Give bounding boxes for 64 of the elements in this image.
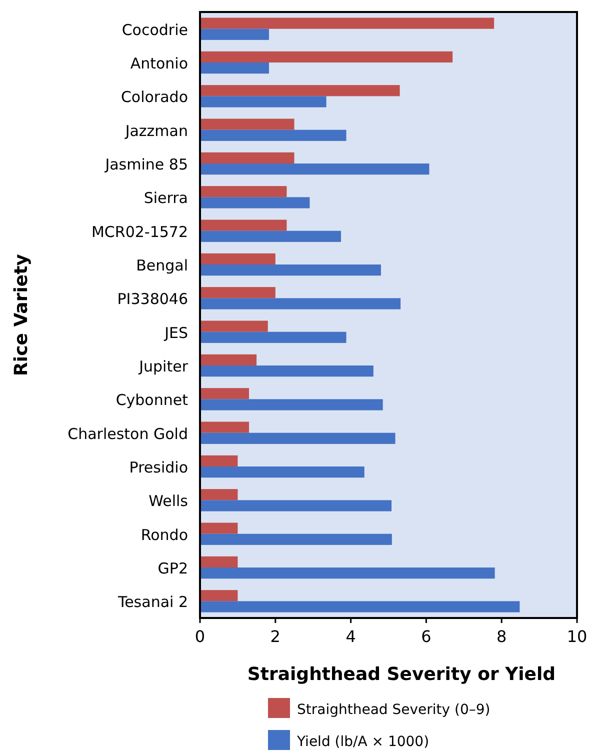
x-tick-label: 8 <box>496 627 507 646</box>
bar <box>200 62 269 74</box>
x-tick-label: 4 <box>346 627 356 646</box>
y-tick-label: Cocodrie <box>122 20 188 39</box>
y-tick-label: Bengal <box>136 256 188 274</box>
bar <box>200 556 238 568</box>
bar <box>200 455 238 466</box>
bar <box>200 354 257 366</box>
y-tick-label: JES <box>164 324 188 342</box>
y-tick-label: Colorado <box>120 88 188 106</box>
bar <box>200 96 326 108</box>
bar <box>200 18 494 29</box>
bar <box>200 152 294 164</box>
bar <box>200 118 294 130</box>
y-tick-label: Cybonnet <box>116 391 188 410</box>
x-tick-label: 2 <box>270 627 280 646</box>
bar <box>200 51 453 62</box>
y-tick-label: MCR02-1572 <box>91 222 188 241</box>
x-tick-label: 6 <box>421 627 432 646</box>
y-tick-label: Antonio <box>130 54 188 72</box>
y-tick-label: Rondo <box>140 526 188 544</box>
y-tick-label: Jupiter <box>138 358 189 376</box>
y-axis-title: Rice Variety <box>11 254 32 376</box>
bar <box>200 320 268 332</box>
bar <box>200 28 269 40</box>
bar <box>200 298 401 310</box>
bar <box>200 601 520 612</box>
x-tick-label: 10 <box>566 627 588 646</box>
bar <box>200 332 346 343</box>
bar <box>200 590 238 602</box>
y-tick-label: PI338046 <box>117 290 188 308</box>
x-tick-label: 0 <box>194 627 206 646</box>
bar <box>200 197 310 208</box>
legend-label: Straighthead Severity (0–9) <box>297 702 490 718</box>
bar <box>200 287 276 298</box>
bar <box>200 230 341 242</box>
y-tick-label: Jasmine 85 <box>104 156 188 174</box>
bar <box>200 164 430 175</box>
bar <box>200 422 250 433</box>
bar <box>200 220 287 231</box>
legend-label: Yield (lb/A × 1000) <box>296 734 430 750</box>
bar <box>200 568 495 579</box>
bar <box>200 399 383 410</box>
bar <box>200 264 381 276</box>
bar <box>200 366 374 377</box>
y-tick-label: Charleston Gold <box>68 424 188 443</box>
y-tick-label: Presidio <box>129 458 188 476</box>
y-tick-label: GP2 <box>158 560 188 578</box>
y-tick-label: Jazzman <box>124 122 188 140</box>
bar <box>200 388 250 400</box>
bar <box>200 130 346 141</box>
y-tick-label: Sierra <box>144 189 188 208</box>
bar <box>200 489 238 500</box>
bar <box>200 466 364 478</box>
y-tick-label: Tesanai 2 <box>116 593 188 612</box>
bar <box>200 522 238 534</box>
bar <box>200 253 276 264</box>
bar <box>200 85 400 96</box>
y-tick-label: Wells <box>148 492 188 510</box>
bar <box>200 186 287 198</box>
bar <box>200 500 392 512</box>
x-axis-title: Straighthead Severity or Yield <box>247 664 556 685</box>
bar <box>200 432 396 444</box>
bar <box>200 534 392 545</box>
